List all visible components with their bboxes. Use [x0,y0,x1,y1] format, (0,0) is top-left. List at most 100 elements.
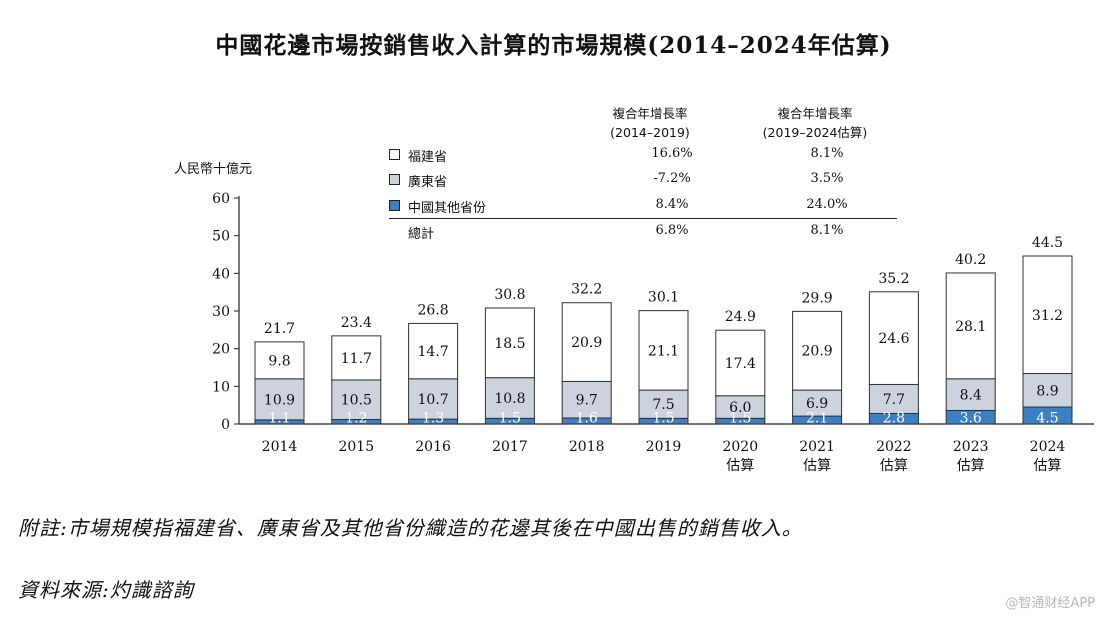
bar-total-label: 40.2 [955,252,986,268]
bar-value-label: 21.1 [648,343,679,359]
x-tick-label: 2022 [876,439,912,455]
bar-value-label: 17.4 [725,356,756,372]
bar-value-label: 1.1 [268,411,290,427]
legend-divider [389,218,897,219]
bar-segment-guangdong [1022,373,1073,408]
cagr-value: 3.5% [810,171,844,186]
legend-swatch-other-provinces [389,200,400,211]
bar-value-label: 7.7 [883,392,905,408]
cagr-header-line2: (2019–2024估算) [762,125,868,140]
x-tick-label: 2019 [646,439,682,455]
bar-value-label: 1.3 [422,411,444,427]
cagr-header-line2: (2014–2019) [610,125,690,140]
bar-segment-guangdong [408,378,459,420]
y-tick-label: 20 [212,342,230,358]
cagr-header-2014-2019: 複合年增長率 (2014–2019) [590,104,710,142]
bar-total-label: 30.8 [494,287,525,303]
bar-segment-fujian [1022,255,1073,375]
bar-segment-fujian [254,341,305,380]
x-tick-sublabel: 估算 [880,458,908,474]
bar-value-label: 8.9 [1036,383,1058,399]
bar-value-label: 7.5 [652,397,674,413]
bar-value-label: 2.1 [806,411,828,427]
bar-total-label: 21.7 [264,321,295,337]
bar-value-label: 31.2 [1032,308,1063,324]
y-tick-label: 40 [212,266,230,282]
cagr-value: 24.0% [806,197,848,212]
x-tick-sublabel: 估算 [803,458,831,474]
bar-value-label: 20.9 [571,335,602,351]
x-tick-label: 2017 [492,439,528,455]
bar-value-label: 10.7 [418,392,449,408]
bar-segment-guangdong [331,379,382,420]
cagr-header-2019-2024: 複合年增長率 (2019–2024估算) [750,104,880,142]
bar-segment-fujian [408,322,459,380]
legend-label: 廣東省 [408,175,448,190]
bar-value-label: 4.5 [1036,411,1058,427]
y-tick-label: 0 [221,417,230,433]
x-tick-label: 2016 [415,439,451,455]
bar-segment-fujian [484,307,535,379]
source-note: 資料來源:灼識諮詢 [18,578,194,602]
bar-total-label: 24.9 [725,309,756,325]
bar-total-label: 29.9 [802,290,833,306]
bar-value-label: 1.6 [576,411,598,427]
bar-total-label: 30.1 [648,290,679,306]
cagr-value: -7.2% [653,171,691,186]
bar-value-label: 9.8 [268,353,290,369]
x-tick-label: 2020 [722,439,758,455]
bar-segment-fujian [638,310,689,391]
x-tick-sublabel: 估算 [957,458,985,474]
bar-value-label: 28.1 [955,319,986,335]
bar-value-label: 18.5 [494,336,525,352]
y-tick-label: 50 [212,229,230,245]
bar-segment-fujian [792,310,843,391]
cagr-value: 8.4% [655,197,689,212]
bar-segment-guangdong [254,378,305,421]
x-tick-label: 2015 [338,439,374,455]
x-tick-label: 2014 [262,439,298,455]
legend-label: 中國其他省份 [408,201,487,216]
bar-value-label: 1.2 [345,411,367,427]
x-tick-sublabel: 估算 [1034,458,1062,474]
bar-value-label: 11.7 [341,351,372,367]
label-layer: 1.1 10.9 9.8 21.7 2014 1.2 10.5 11.7 23.4 2015 1.3… [262,235,1066,474]
cagr-header-line1: 複合年增長率 [777,106,853,121]
x-tick-label: 2021 [799,439,835,455]
bar-segment-guangdong [484,377,535,419]
x-tick-label: 2023 [953,439,989,455]
bar-value-label: 24.6 [878,331,909,347]
bar-segment-fujian [331,335,382,381]
bar-segment-fujian [868,291,919,385]
footnote: 附註:市場規模指福建省、廣東省及其他省份織造的花邊其後在中國出售的銷售收入。 [18,516,803,540]
legend-swatch-fujian [389,149,400,160]
x-tick-sublabel: 估算 [726,458,754,474]
bar-segment-guangdong [638,389,689,419]
bar-value-label: 10.5 [341,393,372,409]
legend-label: 福建省 [408,150,448,165]
bar-value-label: 10.9 [264,392,295,408]
x-tick-label: 2018 [569,439,605,455]
bar-total-label: 44.5 [1032,235,1063,251]
cagr-value: 6.8% [655,223,689,238]
legend-total-label: 總計 [408,227,435,242]
bar-total-label: 23.4 [341,315,372,331]
bar-value-label: 6.9 [806,396,828,412]
bar-segment-fujian [715,329,766,397]
bar-value-label: 10.8 [494,391,525,407]
bar-value-label: 1.5 [729,411,751,427]
watermark: @智通财经APP [1005,596,1095,611]
bar-segment-fujian [945,272,996,380]
y-tick-label: 60 [212,191,230,207]
bar-value-label: 8.4 [960,388,982,404]
x-tick-label: 2024 [1030,439,1066,455]
cagr-value: 8.1% [810,223,844,238]
cagr-value: 8.1% [810,146,844,161]
bar-layer [254,255,1073,425]
bar-value-label: 9.7 [576,393,598,409]
bar-total-label: 32.2 [571,282,602,298]
chart-title: 中國花邊市場按銷售收入計算的市場規模(2014–2024年估算) [215,32,892,59]
bar-value-label: 20.9 [802,344,833,360]
bar-segment-guangdong [868,383,919,414]
